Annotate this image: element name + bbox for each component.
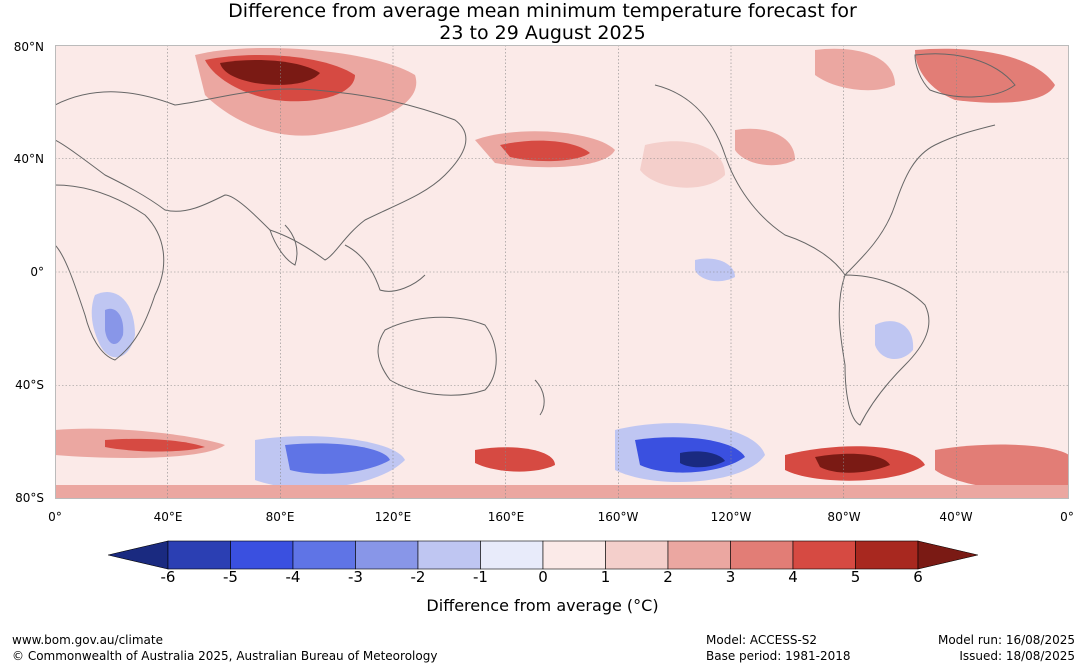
graticule bbox=[55, 45, 1069, 499]
footer-left: www.bom.gov.au/climate © Commonwealth of… bbox=[12, 632, 437, 664]
southern-ocean-warm-east bbox=[935, 444, 1069, 492]
coast-north-america bbox=[654, 84, 996, 276]
colorbar-tick-label: 6 bbox=[913, 568, 923, 586]
lon-label-0-west-edge: 0° bbox=[48, 510, 62, 524]
lon-label-160e: 160°E bbox=[487, 510, 525, 524]
issued-date: Issued: 18/08/2025 bbox=[959, 649, 1075, 663]
colorbar-tick-label: 5 bbox=[850, 568, 861, 586]
lon-label-0-east-edge: 0° bbox=[1060, 510, 1074, 524]
chart-title: Difference from average mean minimum tem… bbox=[0, 0, 1085, 44]
coast-australia bbox=[377, 316, 497, 396]
coast-se-asia bbox=[344, 244, 426, 292]
arctic-america-warm bbox=[815, 48, 895, 91]
colorbar-bin-5 bbox=[417, 540, 481, 570]
footer-model-info: Model: ACCESS-S2 Base period: 1981-2018 bbox=[706, 632, 851, 664]
website-link[interactable]: www.bom.gov.au/climate bbox=[12, 633, 163, 647]
footer-run-info: Model run: 16/08/2025 Issued: 18/08/2025 bbox=[938, 632, 1075, 664]
title-line-2: 23 to 29 August 2025 bbox=[439, 22, 646, 44]
colorbar-tick-label: -2 bbox=[410, 568, 426, 586]
copyright-notice: © Commonwealth of Australia 2025, Austra… bbox=[12, 649, 438, 663]
lat-label-80s: 80°S bbox=[15, 491, 44, 505]
colorbar-tick-label: -5 bbox=[223, 568, 238, 586]
colorbar-bin-10 bbox=[730, 540, 794, 570]
colorbar-svg bbox=[107, 540, 979, 570]
colorbar-tick-label: -3 bbox=[348, 568, 363, 586]
colorbar-tick-label: -4 bbox=[285, 568, 301, 586]
map-canvas bbox=[55, 45, 1069, 499]
north-pacific-hot bbox=[500, 140, 590, 162]
tropical-pacific-cool bbox=[695, 258, 735, 282]
forecast-map bbox=[55, 45, 1069, 499]
southern-ocean-hot-pacific bbox=[475, 447, 555, 472]
lon-label-160w: 160°W bbox=[597, 510, 639, 524]
southern-ocean-hot-indian bbox=[105, 438, 205, 452]
model-run-date: Model run: 16/08/2025 bbox=[937, 633, 1075, 647]
colorbar-extend-high bbox=[917, 540, 979, 570]
south-america-cool bbox=[875, 321, 914, 360]
coast-greenland bbox=[914, 53, 1016, 98]
south-pacific-coolest bbox=[680, 451, 725, 468]
colorbar-extend-low bbox=[107, 540, 169, 570]
lat-label-equator: 0° bbox=[30, 265, 44, 279]
lon-label-40e: 40°E bbox=[153, 510, 183, 524]
greenland-warm bbox=[915, 48, 1055, 103]
coastlines bbox=[55, 53, 1016, 426]
lat-label-40s: 40°S bbox=[15, 378, 44, 392]
colorbar-bin-12 bbox=[855, 540, 919, 570]
colorbar-bin-9 bbox=[667, 540, 731, 570]
lat-label-80n: 80°N bbox=[13, 40, 44, 54]
southern-africa-cooler bbox=[105, 308, 124, 345]
coast-india bbox=[269, 224, 298, 266]
coast-africa bbox=[55, 184, 165, 361]
lat-label-40n: 40°N bbox=[13, 152, 44, 166]
colorbar-bin-3 bbox=[292, 540, 356, 570]
colorbar-bin-11 bbox=[792, 540, 856, 570]
title-line-1: Difference from average mean minimum tem… bbox=[228, 0, 857, 22]
colorbar-bin-1 bbox=[167, 540, 231, 570]
coast-south-america bbox=[838, 274, 930, 426]
colorbar-label: Difference from average (°C) bbox=[426, 596, 659, 615]
colorbar-bin-4 bbox=[355, 540, 419, 570]
coast-new-zealand bbox=[534, 379, 545, 416]
colorbar-tick-label: -1 bbox=[473, 568, 488, 586]
coast-eurasia bbox=[55, 88, 467, 261]
map-frame bbox=[55, 45, 1069, 499]
colorbar-bin-2 bbox=[230, 540, 294, 570]
lon-label-80w: 80°W bbox=[827, 510, 861, 524]
colorbar-tick-label: 1 bbox=[600, 568, 611, 586]
siberia-extreme-core bbox=[220, 60, 320, 85]
base-period: Base period: 1981-2018 bbox=[706, 649, 851, 663]
colorbar-tick-label: 0 bbox=[538, 568, 548, 586]
lon-label-80e: 80°E bbox=[265, 510, 295, 524]
colorbar bbox=[107, 540, 979, 570]
lon-label-120e: 120°E bbox=[374, 510, 412, 524]
northeast-pacific-warm bbox=[640, 141, 725, 188]
south-indian-cooler bbox=[285, 443, 390, 474]
colorbar-tick-label: 2 bbox=[663, 568, 673, 586]
colorbar-tick-label: 3 bbox=[725, 568, 736, 586]
colorbar-tick-label: -6 bbox=[160, 568, 176, 586]
colorbar-bin-8 bbox=[605, 540, 669, 570]
colorbar-tick-label: 4 bbox=[788, 568, 798, 586]
lon-label-120w: 120°W bbox=[710, 510, 752, 524]
lon-label-40w: 40°W bbox=[939, 510, 973, 524]
southern-ocean-extreme-atlantic bbox=[815, 453, 890, 473]
antarctic-edge-warm bbox=[55, 485, 1069, 499]
canada-warm bbox=[735, 128, 795, 166]
colorbar-bin-7 bbox=[542, 540, 606, 570]
colorbar-bin-6 bbox=[480, 540, 544, 570]
model-name: Model: ACCESS-S2 bbox=[706, 633, 818, 647]
